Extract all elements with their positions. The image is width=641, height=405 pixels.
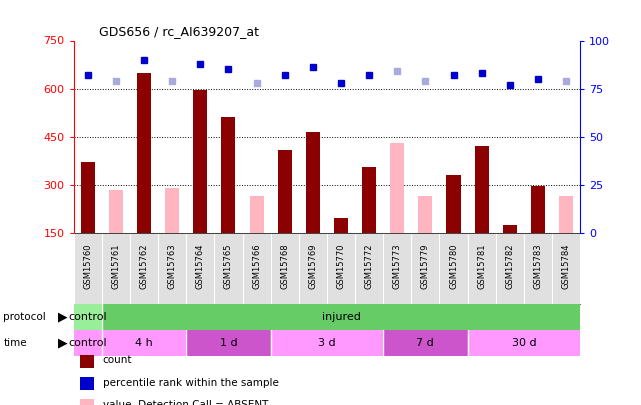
Bar: [467, 330, 580, 356]
Bar: [447, 175, 460, 233]
Bar: [531, 186, 545, 233]
Bar: [137, 72, 151, 233]
Text: 30 d: 30 d: [512, 338, 536, 348]
Text: GSM15766: GSM15766: [252, 243, 261, 289]
Text: ▶: ▶: [58, 310, 68, 324]
Bar: [559, 196, 573, 233]
Bar: [362, 167, 376, 233]
Bar: [334, 218, 348, 233]
Bar: [81, 162, 95, 233]
Text: count: count: [103, 356, 132, 365]
Text: GSM15780: GSM15780: [449, 243, 458, 289]
Text: 1 d: 1 d: [220, 338, 237, 348]
Bar: [221, 117, 235, 233]
Bar: [271, 330, 383, 356]
Bar: [74, 304, 102, 330]
Bar: [383, 330, 467, 356]
Text: ▶: ▶: [58, 337, 68, 350]
Text: GSM15764: GSM15764: [196, 243, 205, 289]
Bar: [503, 225, 517, 233]
Bar: [102, 330, 187, 356]
Bar: [74, 330, 102, 356]
Bar: [187, 330, 271, 356]
Text: GSM15773: GSM15773: [393, 243, 402, 289]
Text: GSM15783: GSM15783: [533, 243, 542, 289]
Text: GSM15779: GSM15779: [421, 243, 430, 289]
Text: GSM15761: GSM15761: [112, 243, 121, 289]
Bar: [474, 146, 488, 233]
Text: GSM15769: GSM15769: [308, 243, 317, 289]
Text: GSM15772: GSM15772: [365, 243, 374, 289]
Bar: [194, 90, 207, 233]
Bar: [165, 188, 179, 233]
Text: value, Detection Call = ABSENT: value, Detection Call = ABSENT: [103, 400, 268, 405]
Bar: [419, 196, 433, 233]
Text: time: time: [3, 338, 27, 348]
Text: GSM15763: GSM15763: [168, 243, 177, 289]
Text: GSM15770: GSM15770: [337, 243, 345, 289]
Text: GSM15784: GSM15784: [562, 243, 570, 289]
Text: GSM15765: GSM15765: [224, 243, 233, 289]
Text: protocol: protocol: [3, 312, 46, 322]
Text: GSM15781: GSM15781: [477, 243, 486, 289]
Bar: [249, 196, 263, 233]
Bar: [109, 190, 123, 233]
Text: control: control: [69, 312, 107, 322]
Text: 4 h: 4 h: [135, 338, 153, 348]
Bar: [306, 132, 320, 233]
Text: GSM15782: GSM15782: [505, 243, 514, 289]
Text: injured: injured: [322, 312, 360, 322]
Text: 7 d: 7 d: [417, 338, 434, 348]
Bar: [390, 143, 404, 233]
Text: percentile rank within the sample: percentile rank within the sample: [103, 378, 278, 388]
Text: GDS656 / rc_AI639207_at: GDS656 / rc_AI639207_at: [99, 25, 259, 38]
Text: GSM15762: GSM15762: [140, 243, 149, 289]
Text: GSM15760: GSM15760: [83, 243, 92, 289]
Bar: [278, 149, 292, 233]
Text: GSM15768: GSM15768: [280, 243, 289, 289]
Text: control: control: [69, 338, 107, 348]
Text: 3 d: 3 d: [318, 338, 336, 348]
